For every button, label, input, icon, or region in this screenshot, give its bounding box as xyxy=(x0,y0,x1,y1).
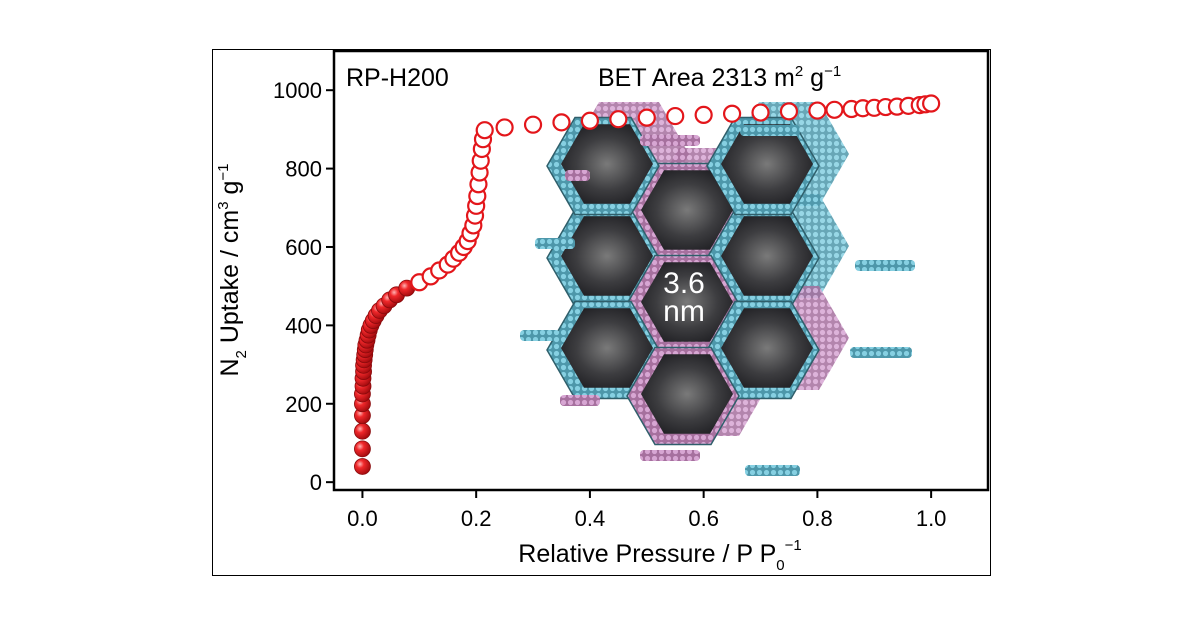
y-tick-label: 1000 xyxy=(273,78,322,103)
adsorption-point-open xyxy=(552,113,571,132)
figure-frame xyxy=(212,49,991,576)
cof-framework-illustration xyxy=(520,102,915,476)
y-axis: 0 200 400 600 800 1000 xyxy=(273,78,334,495)
adsorption-point-open xyxy=(922,94,941,113)
y-tick-label: 600 xyxy=(285,235,322,260)
y-axis-label: N2 Uptake / cm3 g−1 xyxy=(215,163,250,376)
x-tick-label: 0.0 xyxy=(347,506,378,531)
framework-pore xyxy=(641,262,733,342)
adsorption-point-open xyxy=(609,110,628,129)
x-tick-label: 0.4 xyxy=(575,506,606,531)
x-tick-label: 1.0 xyxy=(916,506,947,531)
framework-pore xyxy=(561,216,653,296)
bet-area-annotation: BET Area 2313 m2 g−1 xyxy=(598,63,841,92)
x-tick-label: 0.2 xyxy=(461,506,492,531)
adsorption-point-open xyxy=(722,104,742,123)
adsorption-point xyxy=(354,440,371,458)
sample-label: RP-H200 xyxy=(346,64,449,92)
framework-pore xyxy=(641,354,733,434)
y-tick-label: 800 xyxy=(285,157,322,182)
framework-pore xyxy=(721,216,813,296)
framework-edge-strand xyxy=(640,135,700,146)
adsorption-point-open xyxy=(523,115,543,134)
framework-edge-strand xyxy=(850,347,912,358)
framework-pore xyxy=(561,308,653,388)
data-markers xyxy=(354,94,941,475)
y-tick-label: 200 xyxy=(285,392,322,417)
adsorption-point-open xyxy=(495,118,514,137)
framework-edge-strand xyxy=(565,170,590,181)
adsorption-point xyxy=(354,422,371,440)
framework-pore xyxy=(641,170,733,250)
adsorption-point-open xyxy=(779,102,799,121)
plot-area-frame xyxy=(332,49,990,492)
x-tick-label: 0.8 xyxy=(802,506,833,531)
adsorption-point-open xyxy=(666,106,685,126)
adsorption-point-open xyxy=(825,100,844,119)
y-tick-label: 0 xyxy=(310,470,322,495)
pore-size-value: 3.6 xyxy=(663,267,705,300)
framework-pore xyxy=(561,124,653,204)
framework-edge-strand xyxy=(745,465,800,476)
x-tick-label: 0.6 xyxy=(688,506,719,531)
framework-edge-strand xyxy=(640,450,700,461)
x-axis-label: Relative Pressure / P P0−1 xyxy=(518,537,801,574)
adsorption-point xyxy=(354,458,371,475)
adsorption-point-open xyxy=(808,101,827,120)
y-tick-label: 400 xyxy=(285,313,322,338)
adsorption-point-open xyxy=(475,121,494,140)
adsorption-point-open xyxy=(751,103,770,122)
framework-pore xyxy=(721,308,813,388)
framework-edge-strand xyxy=(560,395,600,406)
adsorption-point-open xyxy=(637,108,656,127)
pore-size-unit: nm xyxy=(663,295,705,328)
adsorption-point-open xyxy=(580,111,600,130)
framework-edge-strand xyxy=(520,330,560,341)
adsorption-point-open xyxy=(694,105,713,124)
framework-edge-strand xyxy=(535,238,575,249)
x-axis: 0.0 0.2 0.4 0.6 0.8 1.0 xyxy=(347,490,946,531)
framework-edge-strand xyxy=(740,125,800,136)
framework-pore xyxy=(721,124,813,204)
framework-edge-strand xyxy=(855,260,915,271)
